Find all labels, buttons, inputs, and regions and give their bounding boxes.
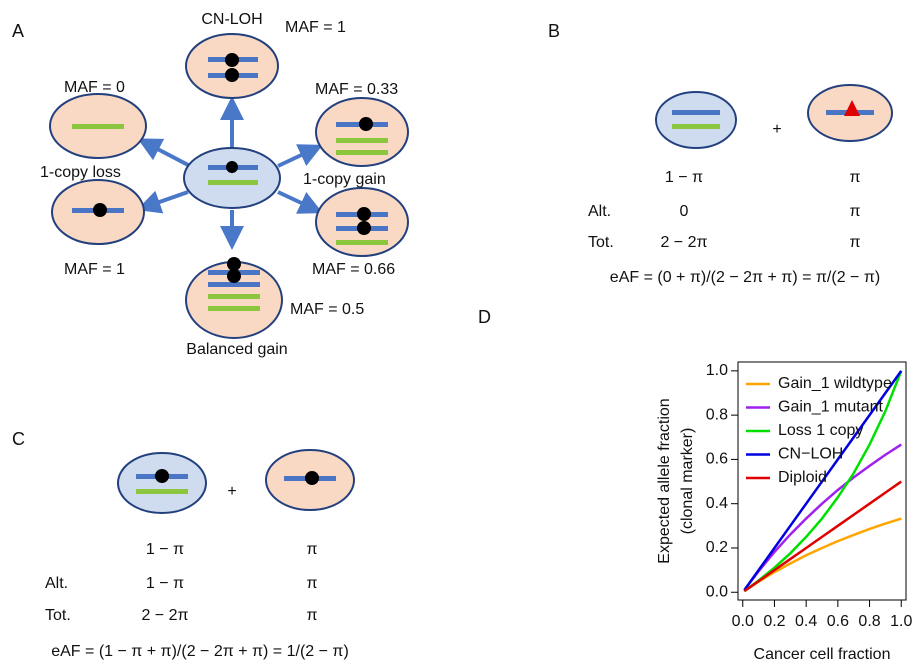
legend-label: CN−LOH	[778, 446, 843, 463]
x-tick-label: 0.0	[732, 613, 754, 630]
panel-b: B + 1 − π π Alt. 0 π Tot. 2 − 2π π eAF =…	[548, 21, 893, 286]
y-tick-label: 0.0	[706, 583, 728, 600]
y-tick-label: 1.0	[706, 362, 728, 379]
caption: Balanced gain	[186, 341, 287, 358]
row-label: Alt.	[45, 575, 68, 592]
legend-label: Loss 1 copy	[778, 422, 863, 439]
panel-a: A CN-LOH MAF = 1 MAF = 0 MAF = 0.33 1-co…	[12, 11, 409, 358]
y-axis-label: Expected allele fraction	[656, 398, 673, 563]
caption: 1-copy loss	[40, 164, 121, 181]
formula: eAF = (0 + π)/(2 − 2π + π) = π/(2 − π)	[610, 269, 880, 286]
caption: MAF = 0.5	[290, 301, 364, 318]
panel-label: A	[12, 21, 24, 41]
cell-text: π	[849, 203, 860, 220]
row-label: Tot.	[588, 234, 614, 251]
caption: MAF = 0.66	[312, 261, 395, 278]
cell	[315, 97, 409, 167]
line	[743, 480, 902, 593]
x-tick-label: 1.0	[890, 613, 912, 630]
cell-text: 0	[680, 203, 689, 220]
cell	[655, 91, 737, 149]
cell-text: π	[849, 169, 860, 186]
caption: MAF = 0.33	[315, 81, 398, 98]
cell-text: 1 − π	[665, 169, 703, 186]
cell-text: 2 − 2π	[660, 234, 707, 251]
cell-text: 1 − π	[146, 541, 184, 558]
row-label: Tot.	[45, 607, 71, 624]
cell-text: 1 − π	[146, 575, 184, 592]
line	[743, 517, 902, 593]
caption: MAF = 1	[64, 261, 125, 278]
y-tick-label: 0.8	[706, 406, 728, 423]
y-tick-label: 0.4	[706, 495, 728, 512]
x-tick-label: 0.2	[763, 613, 785, 630]
line	[743, 370, 903, 591]
x-tick-label: 0.8	[858, 613, 880, 630]
x-tick-label: 0.4	[795, 613, 817, 630]
x-tick-label: 0.6	[827, 613, 849, 630]
panel-label: C	[12, 429, 25, 449]
arrow	[277, 190, 323, 214]
caption: MAF = 1	[285, 19, 346, 36]
legend-label: Diploid	[778, 469, 827, 486]
cell-text: π	[306, 541, 317, 558]
cell-text: π	[306, 575, 317, 592]
y-axis-label: (clonal marker)	[679, 428, 696, 535]
formula: eAF = (1 − π + π)/(2 − 2π + π) = 1/(2 − …	[51, 643, 349, 660]
legend-label: Gain_1 mutant	[778, 399, 884, 416]
plus: +	[772, 121, 781, 138]
arrow	[277, 144, 323, 168]
cell	[183, 147, 281, 209]
caption: CN-LOH	[201, 11, 262, 28]
panel-d: D Cancer cell fraction Expected allele f…	[478, 307, 912, 663]
caption: 1-copy gain	[303, 171, 386, 188]
line	[743, 443, 902, 591]
panel-label: B	[548, 21, 560, 41]
plus: +	[227, 483, 236, 500]
cell-text: 2 − 2π	[141, 607, 188, 624]
arrow	[137, 138, 191, 168]
caption: MAF = 0	[64, 79, 125, 96]
line	[743, 370, 903, 593]
y-tick-label: 0.6	[706, 451, 728, 468]
legend-label: Gain_1 wildtype	[778, 375, 892, 392]
row-label: Alt.	[588, 203, 611, 220]
panel-c: C + 1 − π π Alt. 1 − π π Tot. 2 − 2π π e…	[12, 429, 355, 660]
arrow	[136, 190, 189, 214]
x-axis-label: Cancer cell fraction	[754, 646, 891, 663]
y-tick-label: 0.2	[706, 539, 728, 556]
panel-label: D	[478, 307, 491, 327]
cell-text: π	[306, 607, 317, 624]
plot-frame	[737, 361, 907, 601]
cell-text: π	[849, 234, 860, 251]
